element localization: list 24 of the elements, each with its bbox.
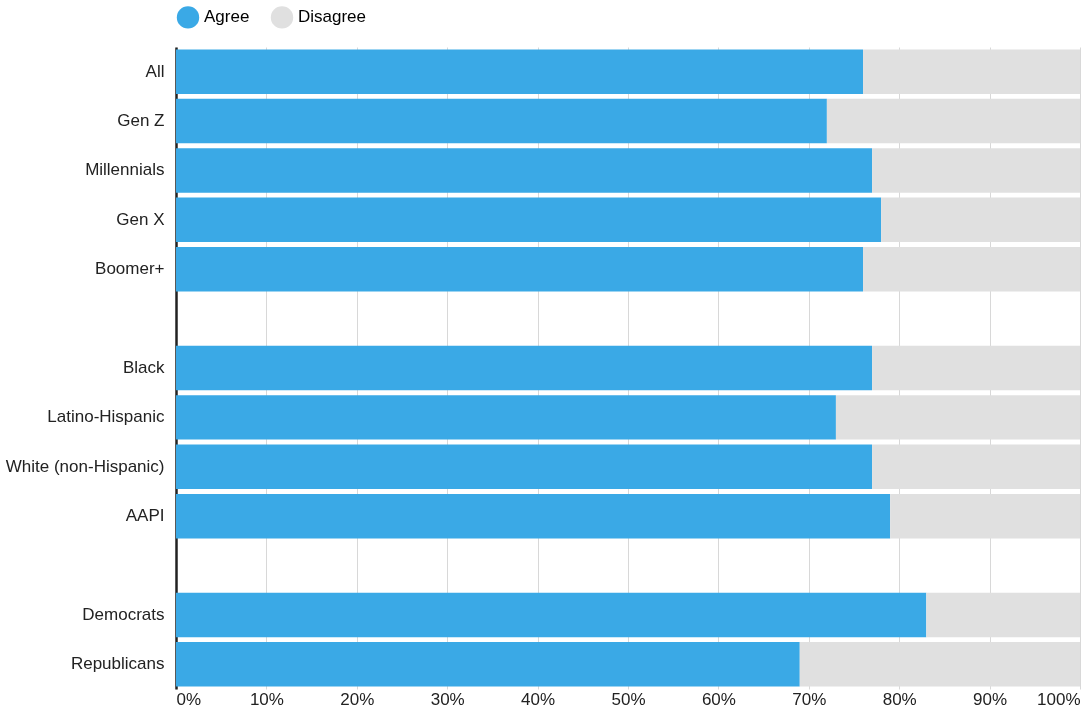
y-tick-label: Democrats: [82, 604, 165, 624]
x-tick-label: 40%: [521, 689, 556, 709]
y-tick-label: Republicans: [70, 654, 165, 674]
x-tick-label: 60%: [701, 689, 736, 709]
y-tick-label: Boomer+: [95, 259, 165, 279]
x-tick-label: 80%: [882, 689, 917, 709]
y-tick-label: All: [145, 61, 165, 81]
x-tick-label: 10%: [249, 689, 284, 709]
y-tick-label: Millennials: [85, 160, 165, 180]
y-tick-label: AAPI: [125, 506, 165, 526]
y-tick-label: White (non-Hispanic): [5, 456, 165, 476]
x-tick-label: 100%: [1037, 689, 1081, 709]
x-tick-label: 50%: [611, 689, 646, 709]
legend-label: Agree: [204, 7, 250, 27]
legend-label: Disagree: [298, 7, 367, 27]
y-tick-label: Latino-Hispanic: [47, 407, 165, 427]
x-tick-label: 70%: [792, 689, 827, 709]
y-tick-label: Gen Z: [117, 111, 165, 131]
x-tick-label: 90%: [973, 689, 1008, 709]
x-tick-label: 30%: [430, 689, 465, 709]
y-tick-label: Black: [122, 358, 165, 377]
y-tick-label: Gen X: [116, 209, 165, 229]
x-tick-label: 0%: [176, 689, 202, 709]
x-tick-label: 20%: [340, 689, 375, 709]
